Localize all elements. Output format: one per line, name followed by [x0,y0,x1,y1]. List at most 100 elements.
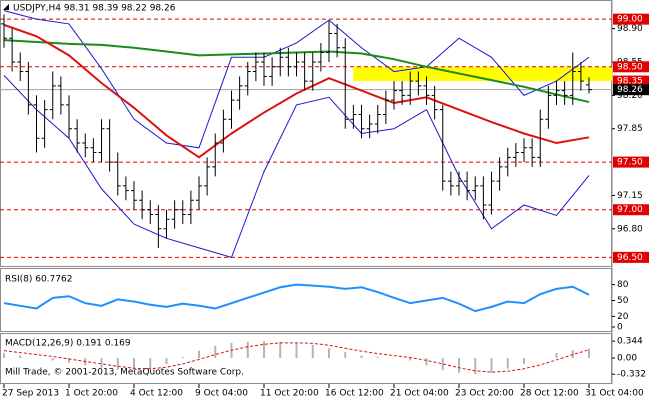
y-tick-label: 0.00 [617,354,637,364]
ohlc-bar [269,57,276,86]
ohlc-bar [472,176,479,201]
y-tick-label: 0 [617,323,623,333]
macd-bar [425,358,428,366]
macd-bar [523,358,525,364]
ohlc-bar [415,71,422,96]
y-tick-label: 20 [617,312,629,322]
ohlc-bar [66,95,72,139]
ohlc-bar [155,204,162,248]
ohlc-bar [187,190,194,225]
level-label-box [613,251,649,263]
indicator-line [3,75,590,258]
copyright: Mill Trade, © 2001-2013, MetaQuotes Soft… [5,368,244,378]
indicator-line [3,39,590,104]
ohlc-bar [236,76,243,110]
ohlc-bar [122,176,129,201]
ohlc-bar [285,47,292,77]
ohlc-bar [521,138,527,163]
x-tick-label: 23 Oct 20:00 [455,389,514,399]
ohlc-bar [382,90,389,124]
ohlc-bar [374,104,381,134]
ohlc-bar [293,52,300,77]
zone-label-box [613,75,649,87]
ohlc-bar [431,85,438,120]
ohlc-bar [139,190,146,220]
macd-bar [344,352,347,358]
macd-bar [3,353,5,358]
rsi-line [3,283,590,313]
ohlc-bar [350,104,357,129]
macd-bar [51,358,54,361]
x-tick-label: 31 Oct 04:00 [585,389,644,399]
x-tick-label: 4 Oct 12:00 [130,389,183,399]
x-tick-label: 27 Sep 2013 [2,389,59,399]
macd-bar [588,348,590,358]
ohlc-bar [358,104,365,139]
ohlc-bar [504,147,511,177]
ohlc-bar [33,95,40,153]
macd-bar [181,357,184,358]
ohlc-bar [456,171,462,196]
ohlc-bar [326,21,332,63]
ohlc-bar [74,119,81,153]
ohlc-bar [423,76,430,105]
ohlc-bar [407,71,414,105]
ohlc-bar [334,23,341,58]
x-tick-label: 9 Oct 04:00 [195,389,248,399]
ohlc-bar [447,171,454,196]
ohlc-bar [228,90,235,129]
ohlc-bar [366,114,373,139]
level-label: 96.50 [617,253,643,263]
ohlc-bar [17,52,24,82]
ohlc-bar [204,157,211,196]
macd-bar [458,358,460,373]
ohlc-bar [196,176,202,210]
ohlc-bar [147,200,154,225]
ohlc-bar [529,138,536,167]
ohlc-bar [277,47,284,77]
macd-bar [474,358,477,375]
x-tick-label: 11 Oct 20:00 [260,389,319,399]
macd-bar [295,343,298,358]
level-label: 97.50 [617,158,643,168]
macd-bar [19,355,22,358]
level-label-box [613,204,649,216]
chart-title: USDJPY,H4 98.31 98.39 98.22 98.26 [13,4,176,14]
ohlc-bar [488,171,495,215]
level-label-box [613,61,649,73]
x-tick-label: 1 Oct 20:00 [65,389,118,399]
ohlc-bar [577,62,584,91]
macd-bar [555,353,558,358]
y-tick-label: 98.90 [617,24,643,34]
ohlc-bar [98,119,105,163]
ohlc-bar [244,62,251,96]
macd-bar [149,358,152,369]
plot-layer [0,10,612,258]
rsi-title: RSI(8) 60.7762 [5,275,72,285]
y-tick-label: 97.15 [617,191,643,201]
x-tick-label: 16 Oct 12:00 [325,389,384,399]
y-tick-label: -0.332 [617,370,646,380]
level-label: 97.00 [617,205,643,215]
ohlc-bar [171,200,178,229]
ohlc-bar [57,76,64,115]
x-tick-label: 28 Oct 12:00 [520,389,579,399]
y-tick-label: 50 [617,296,629,306]
ohlc-bar [537,109,544,167]
level-label: 99.00 [617,15,643,25]
ohlc-bar [179,200,186,225]
macd-bar [360,355,363,358]
y-tick-label: 98.20 [617,91,643,101]
ohlc-bar [131,181,137,210]
indicator-line [3,10,590,149]
ohlc-bar [496,157,503,191]
ohlc-bar [212,133,219,177]
ohlc-bar [569,52,576,105]
zone-label: 98.35 [617,77,643,87]
level-label-box [613,13,649,25]
level-label: 98.50 [617,62,643,72]
macd-bar [165,358,168,364]
current-price-label: 98.26 [617,85,643,95]
ohlc-bar [261,52,267,86]
